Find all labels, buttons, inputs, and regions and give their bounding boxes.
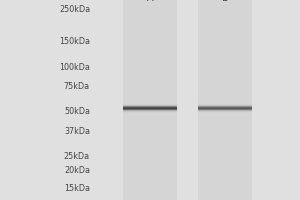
- Bar: [198, 112, 252, 113]
- Bar: [123, 102, 177, 103]
- Bar: [198, 0, 252, 200]
- Bar: [198, 114, 252, 115]
- Bar: [198, 104, 252, 105]
- Bar: [198, 111, 252, 112]
- Bar: [123, 103, 177, 104]
- Bar: [123, 108, 177, 109]
- Text: 20kDa: 20kDa: [64, 166, 90, 175]
- Bar: [123, 105, 177, 106]
- Bar: [123, 106, 177, 107]
- Text: 150kDa: 150kDa: [59, 37, 90, 46]
- Bar: [198, 106, 252, 107]
- Bar: [123, 112, 177, 113]
- Bar: [198, 105, 252, 106]
- Text: 50kDa: 50kDa: [64, 107, 90, 116]
- Bar: [198, 109, 252, 110]
- Bar: [198, 102, 252, 103]
- Bar: [123, 0, 177, 200]
- Text: 25kDa: 25kDa: [64, 152, 90, 161]
- Bar: [198, 110, 252, 111]
- Text: 15kDa: 15kDa: [64, 184, 90, 193]
- Bar: [123, 107, 177, 108]
- Bar: [198, 108, 252, 109]
- Bar: [123, 109, 177, 110]
- Text: 37kDa: 37kDa: [64, 127, 90, 136]
- Bar: [123, 104, 177, 105]
- Text: B: B: [222, 0, 228, 3]
- Bar: [198, 103, 252, 104]
- Text: 75kDa: 75kDa: [64, 82, 90, 91]
- Text: 250kDa: 250kDa: [59, 5, 90, 14]
- Text: 100kDa: 100kDa: [59, 63, 90, 72]
- Bar: [123, 111, 177, 112]
- Bar: [123, 114, 177, 115]
- Bar: [198, 107, 252, 108]
- Bar: [123, 110, 177, 111]
- Text: A: A: [147, 0, 153, 3]
